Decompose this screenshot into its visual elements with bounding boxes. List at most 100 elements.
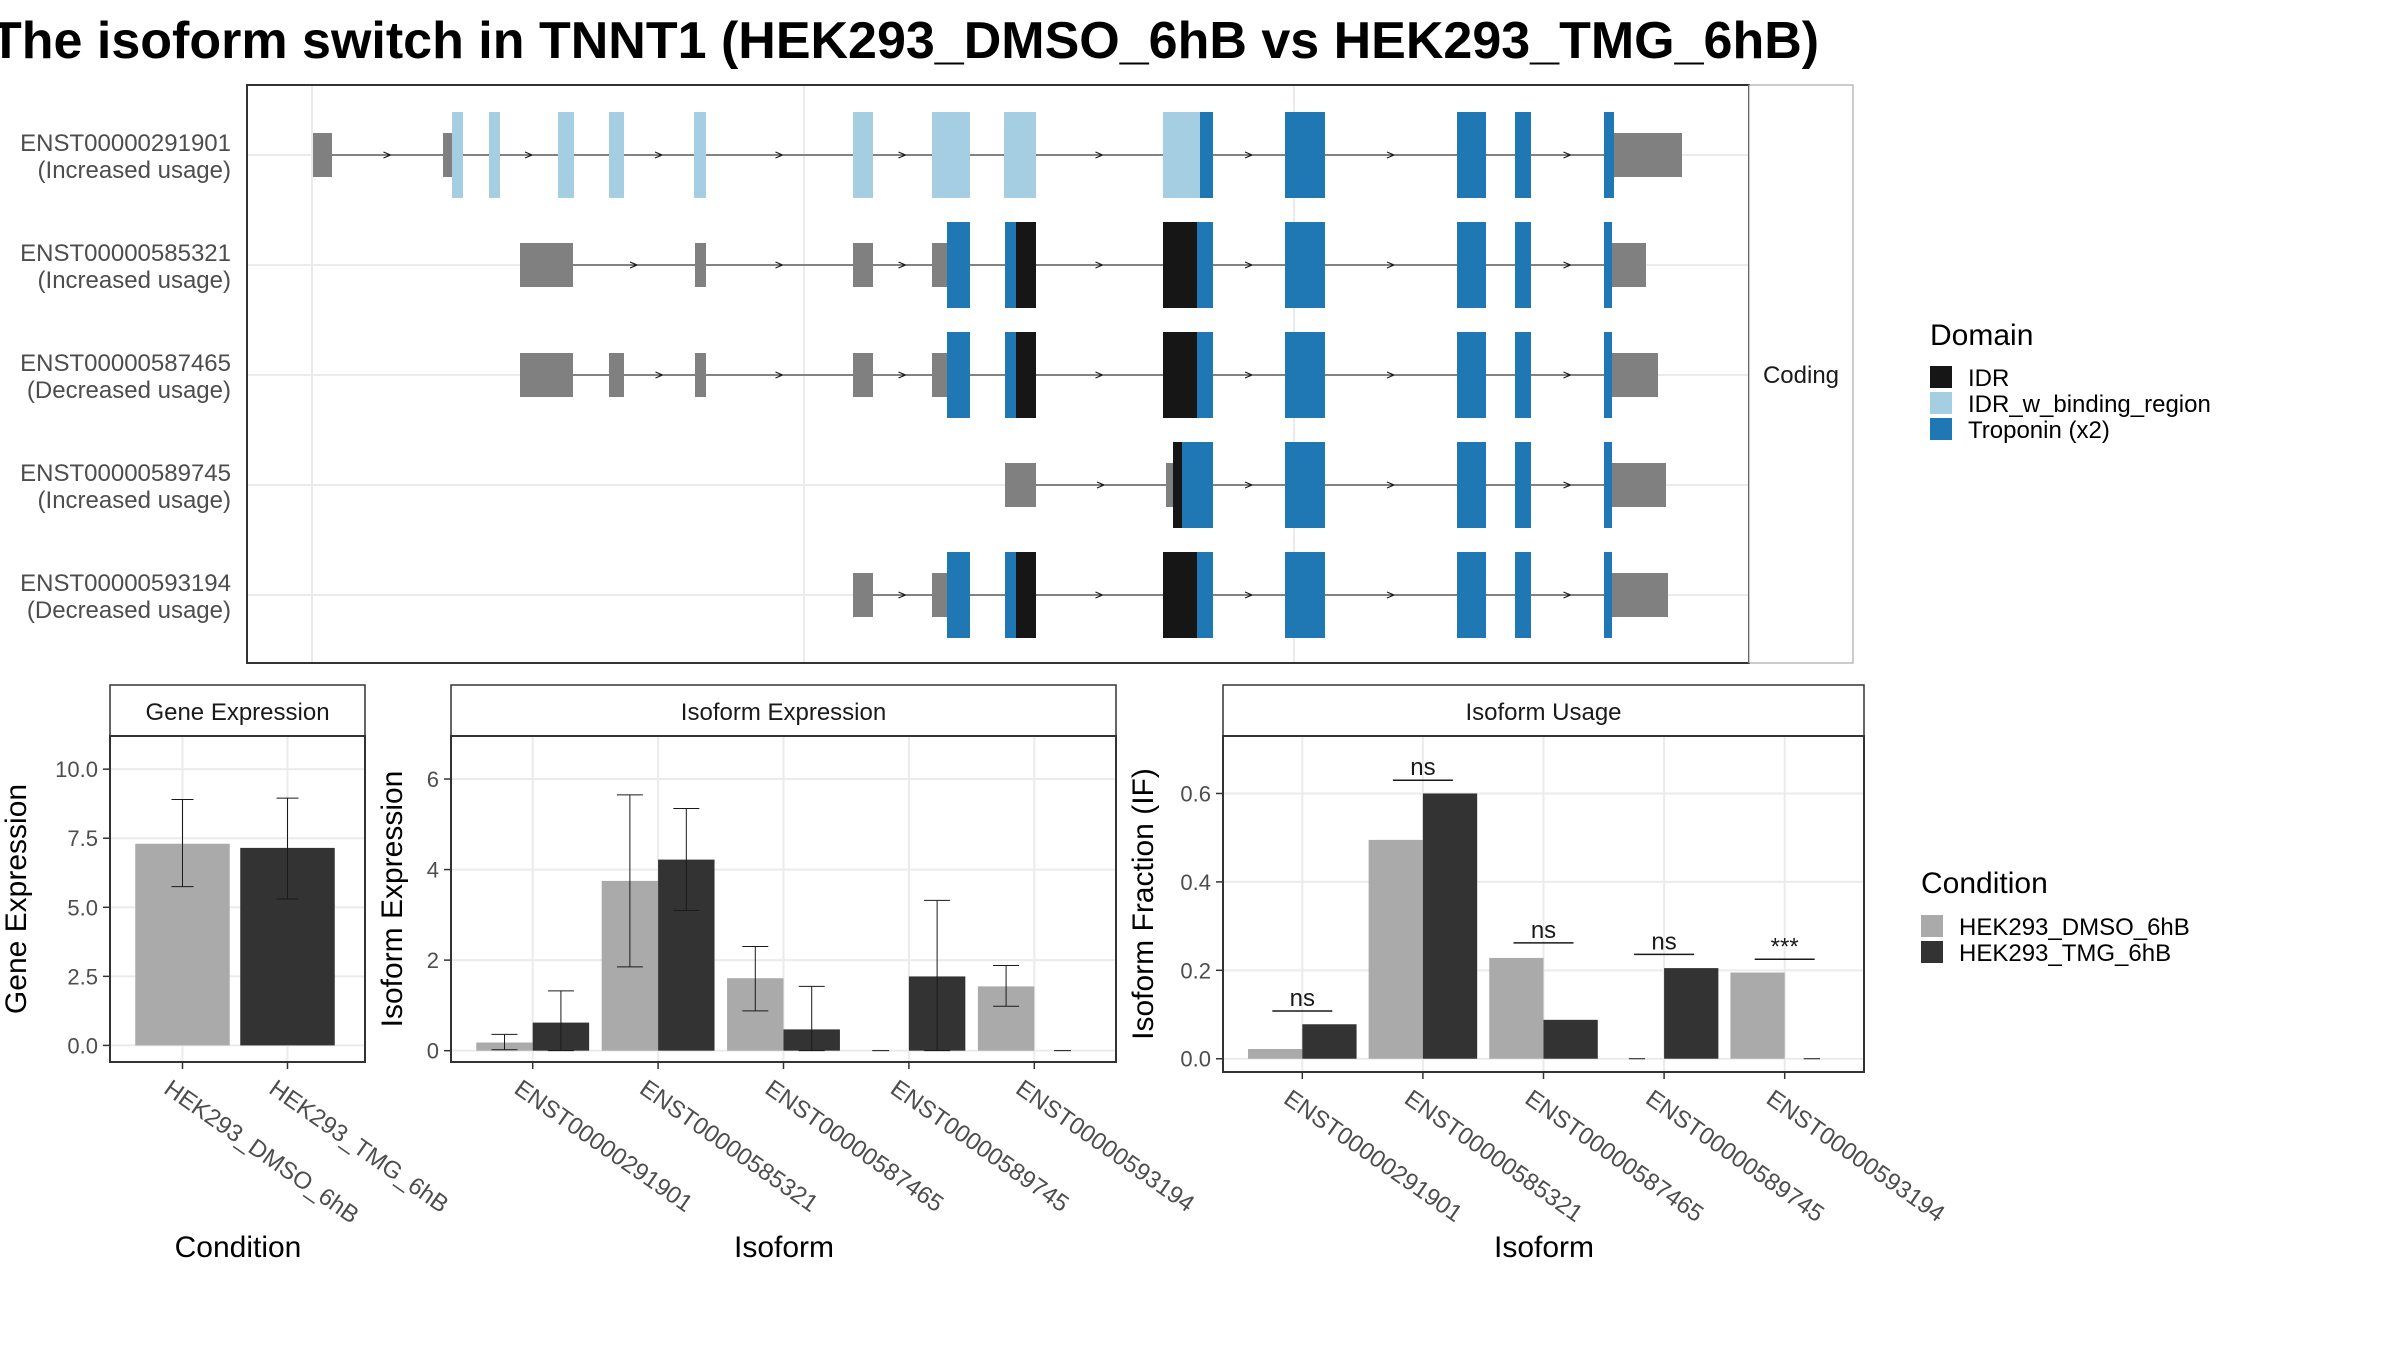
intron-arrow — [1095, 371, 1105, 379]
intron-arrow — [1244, 371, 1254, 379]
bar — [1302, 1024, 1357, 1059]
troponin-domain-exon — [1604, 552, 1612, 638]
legend-swatch-idr-binding — [1930, 392, 1952, 414]
utr-exon — [313, 133, 332, 177]
y-tick-label: 0.6 — [1180, 781, 1211, 806]
idr-domain-exon — [1016, 552, 1036, 638]
intron-arrow — [1563, 591, 1573, 599]
troponin-domain-exon — [1515, 112, 1531, 198]
utr-exon — [853, 353, 873, 397]
intron-arrow — [898, 371, 908, 379]
troponin-domain-exon — [1604, 442, 1612, 528]
intron-arrow — [1386, 261, 1396, 269]
intron-arrow — [1386, 591, 1396, 599]
idr-binding-exon — [489, 112, 500, 198]
intron-arrow — [1244, 261, 1254, 269]
idr-binding-exon — [609, 112, 624, 198]
intron-arrow — [898, 151, 908, 159]
utr-exon — [932, 573, 947, 617]
troponin-domain-exon — [1515, 332, 1531, 418]
troponin-domain-exon — [1515, 552, 1531, 638]
coding-strip-label: Coding — [1763, 362, 1839, 389]
x-tick-label: HEK293_TMG_6hB — [264, 1075, 453, 1219]
intron-arrow — [898, 261, 908, 269]
bar — [1730, 972, 1785, 1059]
utr-exon — [609, 353, 624, 397]
intron-arrow — [524, 151, 534, 159]
troponin-domain-exon — [1285, 112, 1325, 198]
y-tick-label: 0 — [427, 1039, 439, 1064]
intron-arrow — [1244, 151, 1254, 159]
troponin-domain-exon — [1457, 442, 1486, 528]
troponin-domain-exon — [1285, 332, 1325, 418]
troponin-domain-exon — [1197, 552, 1213, 638]
troponin-domain-exon — [1005, 222, 1016, 308]
troponin-domain-exon — [1515, 442, 1531, 528]
legend-swatch-tmg — [1921, 941, 1943, 963]
utr-exon — [1612, 573, 1668, 617]
y-axis-title: Gene Expression — [0, 784, 33, 1014]
isoform-usage-label: (Increased usage) — [38, 157, 231, 184]
panel-strip — [1222, 684, 1865, 737]
troponin-domain-exon — [947, 552, 970, 638]
legend-label-troponin: Troponin (x2) — [1968, 417, 2110, 444]
y-tick-label: 4 — [427, 858, 439, 883]
x-tick-label: HEK293_DMSO_6hB — [159, 1075, 364, 1229]
bar — [1368, 839, 1423, 1059]
significance-label: *** — [1771, 933, 1799, 960]
idr-binding-exon — [452, 112, 463, 198]
panel-strip-label: Gene Expression — [145, 699, 329, 726]
utr-exon — [1005, 463, 1036, 507]
utr-exon — [1612, 463, 1666, 507]
intron-arrow — [1563, 151, 1573, 159]
y-tick-label: 7.5 — [67, 826, 98, 851]
intron-arrow — [1244, 591, 1254, 599]
condition-legend-title: Condition — [1921, 867, 2048, 900]
troponin-domain-exon — [1182, 442, 1213, 528]
troponin-domain-exon — [1604, 222, 1612, 308]
x-axis-title: Isoform — [1494, 1231, 1594, 1264]
idr-domain-exon — [1163, 222, 1197, 308]
troponin-domain-exon — [947, 222, 970, 308]
legend-swatch-idr — [1930, 366, 1952, 388]
intron-arrow — [1386, 371, 1396, 379]
utr-exon — [443, 133, 452, 177]
y-tick-label: 2.5 — [67, 964, 98, 989]
isoform-usage-label: (Increased usage) — [38, 267, 231, 294]
domain-legend-title: Domain — [1930, 319, 2033, 352]
intron-arrow — [383, 151, 393, 159]
legend-label-dmso: HEK293_DMSO_6hB — [1959, 914, 2190, 941]
gene-structure-panel: Coding ENST00000291901(Increased usage)E… — [20, 84, 1854, 664]
panel-strip-label: Isoform Usage — [1465, 699, 1621, 726]
troponin-domain-exon — [1285, 552, 1325, 638]
idr-binding-exon — [558, 112, 574, 198]
isoform-usage-label: (Decreased usage) — [27, 377, 231, 404]
idr-domain-exon — [1173, 442, 1182, 528]
coding-strip — [1748, 84, 1854, 664]
utr-exon — [520, 353, 573, 397]
idr-binding-exon — [1004, 112, 1036, 198]
utr-exon — [695, 243, 706, 287]
intron-arrow — [775, 371, 785, 379]
isoform-expression-panel: Isoform Expression0246ENST00000291901ENS… — [376, 684, 1199, 1264]
bar — [1489, 957, 1544, 1059]
y-tick-label: 6 — [427, 767, 439, 792]
idr-domain-exon — [1163, 332, 1197, 418]
idr-binding-exon — [1163, 112, 1200, 198]
isoform-id-label: ENST00000291901 — [20, 130, 231, 157]
panel-strip — [450, 684, 1117, 737]
intron-arrow — [629, 261, 639, 269]
intron-arrow — [1096, 481, 1106, 489]
utr-exon — [853, 243, 873, 287]
figure-title: The isoform switch in TNNT1 (HEK293_DMSO… — [0, 12, 1819, 70]
isoform-id-label: ENST00000587465 — [20, 350, 231, 377]
legend-label-tmg: HEK293_TMG_6hB — [1959, 940, 2171, 967]
bar — [1543, 1019, 1598, 1059]
utr-exon — [695, 353, 706, 397]
intron-arrow — [1386, 151, 1396, 159]
troponin-domain-exon — [1197, 222, 1213, 308]
troponin-domain-exon — [1005, 552, 1016, 638]
utr-exon — [853, 573, 873, 617]
